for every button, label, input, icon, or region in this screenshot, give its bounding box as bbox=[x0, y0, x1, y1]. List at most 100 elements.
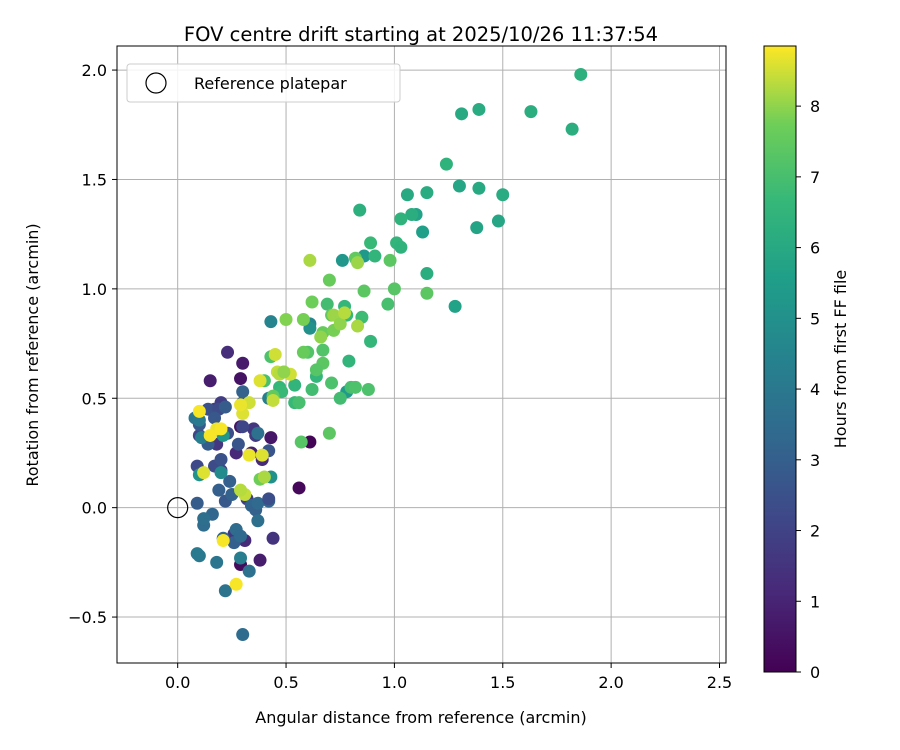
data-point bbox=[257, 470, 271, 484]
y-tick-label: 2.0 bbox=[82, 61, 107, 80]
x-tick-label: 0.5 bbox=[273, 673, 298, 692]
data-point bbox=[448, 299, 462, 313]
data-point bbox=[236, 356, 250, 370]
data-point bbox=[296, 345, 310, 359]
data-point bbox=[264, 431, 278, 445]
colorbar-gradient bbox=[763, 45, 797, 673]
data-point bbox=[439, 157, 453, 171]
legend-box bbox=[126, 63, 401, 103]
grid-lines bbox=[117, 46, 726, 663]
colorbar-tick-label: 2 bbox=[810, 522, 820, 541]
data-point bbox=[400, 188, 414, 202]
reference-marker bbox=[167, 497, 189, 519]
data-point bbox=[357, 284, 371, 298]
data-point bbox=[253, 374, 267, 388]
data-point bbox=[251, 426, 265, 440]
data-point bbox=[216, 533, 230, 547]
data-point bbox=[368, 249, 382, 263]
data-point bbox=[292, 396, 306, 410]
data-point bbox=[305, 295, 319, 309]
data-point bbox=[309, 363, 323, 377]
data-point bbox=[335, 253, 349, 267]
data-point bbox=[316, 343, 330, 357]
data-point bbox=[190, 547, 204, 561]
data-point bbox=[266, 393, 280, 407]
y-tick-label: 0.5 bbox=[82, 389, 107, 408]
data-point bbox=[294, 435, 308, 449]
colorbar-tick-label: 3 bbox=[810, 451, 820, 470]
legend-entry-reference: Reference platepar bbox=[194, 74, 347, 93]
data-point bbox=[292, 481, 306, 495]
data-point bbox=[218, 400, 232, 414]
data-point bbox=[242, 448, 256, 462]
data-point bbox=[253, 553, 267, 567]
data-point bbox=[223, 474, 237, 488]
data-point bbox=[472, 102, 486, 116]
plot-frame bbox=[116, 45, 727, 664]
data-point bbox=[565, 122, 579, 136]
data-point bbox=[192, 404, 206, 418]
data-point bbox=[322, 426, 336, 440]
data-point bbox=[322, 273, 336, 287]
colorbar-tick-label: 6 bbox=[810, 239, 820, 258]
data-point bbox=[197, 466, 211, 480]
data-point bbox=[472, 181, 486, 195]
data-point bbox=[303, 253, 317, 267]
data-point bbox=[455, 107, 469, 121]
y-tick-label: 0.0 bbox=[82, 499, 107, 518]
data-point bbox=[314, 330, 328, 344]
data-point bbox=[197, 512, 211, 526]
data-point bbox=[277, 365, 291, 379]
reference-point-marker bbox=[167, 497, 189, 519]
data-point bbox=[353, 203, 367, 217]
data-point bbox=[333, 391, 347, 405]
colorbar-tick-label: 7 bbox=[810, 168, 820, 187]
data-point bbox=[364, 236, 378, 250]
data-point bbox=[268, 348, 282, 361]
data-point bbox=[394, 240, 408, 254]
x-axis-label: Angular distance from reference (arcmin) bbox=[255, 708, 586, 727]
data-point bbox=[234, 398, 248, 412]
data-point bbox=[574, 67, 588, 81]
data-point bbox=[214, 453, 228, 467]
data-point bbox=[234, 372, 248, 386]
data-point bbox=[420, 286, 434, 300]
data-point bbox=[361, 383, 375, 397]
x-tick-label: 1.5 bbox=[490, 673, 515, 692]
data-point bbox=[221, 345, 235, 359]
colorbar-tick-label: 8 bbox=[810, 97, 820, 116]
data-point bbox=[342, 354, 356, 368]
data-point bbox=[394, 212, 408, 226]
colorbar-tick-label: 1 bbox=[810, 592, 820, 611]
data-point bbox=[255, 448, 269, 462]
data-point bbox=[351, 256, 365, 270]
x-tick-label: 0.0 bbox=[165, 673, 190, 692]
x-tick-label: 2.0 bbox=[598, 673, 623, 692]
data-point bbox=[208, 411, 222, 425]
data-point bbox=[251, 496, 265, 510]
data-point bbox=[381, 297, 395, 311]
colorbar-tick-label: 5 bbox=[810, 309, 820, 328]
data-point bbox=[234, 551, 248, 565]
data-point bbox=[264, 315, 278, 329]
data-point bbox=[416, 225, 430, 239]
data-point bbox=[190, 496, 204, 510]
colorbar-ticks: 0 1 2 3 4 5 6 7 8 bbox=[796, 97, 820, 682]
data-point bbox=[524, 105, 538, 119]
data-point bbox=[296, 312, 310, 326]
data-point bbox=[236, 420, 250, 434]
data-point bbox=[279, 312, 293, 326]
data-point bbox=[333, 317, 347, 331]
data-point bbox=[212, 483, 226, 497]
colorbar-label: Hours from first FF file bbox=[831, 270, 850, 449]
data-point bbox=[420, 186, 434, 200]
data-point bbox=[236, 628, 250, 642]
data-point bbox=[229, 577, 243, 591]
data-point bbox=[218, 584, 232, 598]
data-point bbox=[236, 385, 250, 399]
colorbar: 0 1 2 3 4 5 6 7 8 Hours from first FF file bbox=[763, 45, 850, 682]
data-point bbox=[231, 437, 245, 451]
chart-title: FOV centre drift starting at 2025/10/26 … bbox=[184, 23, 658, 46]
x-tick-label: 2.5 bbox=[707, 673, 732, 692]
